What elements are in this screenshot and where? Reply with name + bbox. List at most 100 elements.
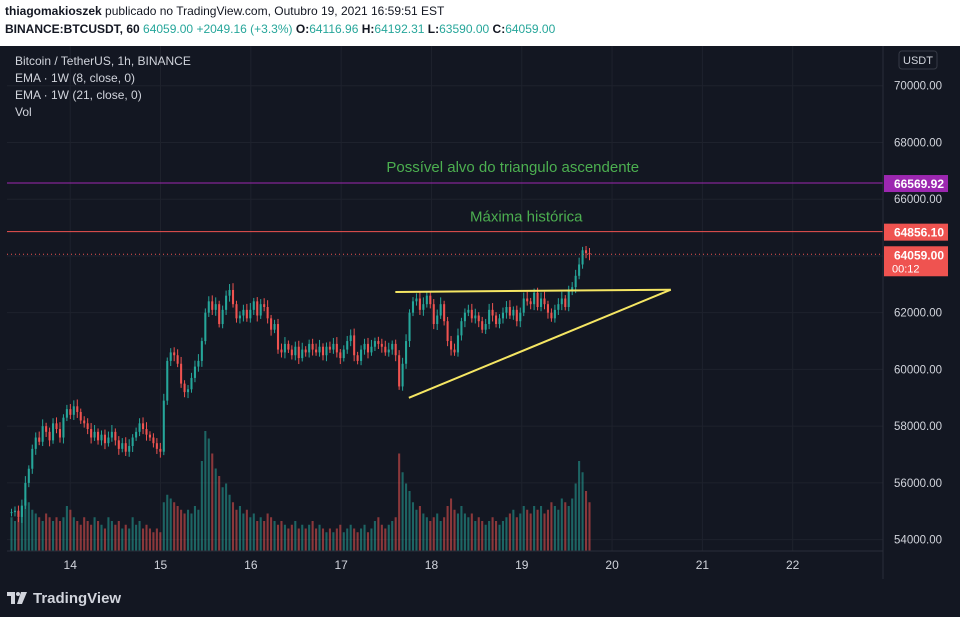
volume-bar — [533, 506, 536, 551]
candle-body — [124, 443, 127, 452]
volume-bar — [519, 513, 522, 551]
volume-bar — [584, 491, 588, 551]
volume-bar — [335, 528, 338, 551]
author-name[interactable]: thiagomakioszek — [5, 4, 102, 18]
volume-bar — [477, 517, 480, 551]
candle-body — [107, 437, 110, 444]
bar-countdown: 00:12 — [892, 263, 920, 275]
volume-bar — [238, 506, 241, 551]
candle-body — [311, 343, 314, 350]
volume-bar — [574, 483, 577, 551]
candle-body — [508, 307, 511, 316]
volume-bar — [266, 513, 269, 551]
volume-bar — [505, 517, 508, 551]
candle-body — [290, 349, 293, 356]
candle-body — [578, 264, 581, 276]
volume-bar — [342, 532, 345, 551]
candle-body — [72, 406, 75, 415]
volume-bar — [301, 524, 304, 551]
volume-bar — [553, 506, 556, 551]
time-tick-label: 22 — [786, 558, 800, 572]
candle-body — [401, 363, 404, 387]
candle-body — [370, 346, 373, 353]
candle-body — [162, 400, 165, 452]
volume-bar — [304, 528, 307, 551]
volume-bar — [159, 532, 162, 551]
legend-title[interactable]: Bitcoin / TetherUS, 1h, BINANCE — [15, 54, 191, 68]
candle-body — [384, 346, 387, 353]
volume-bar — [418, 506, 421, 551]
candle-body — [301, 349, 304, 359]
volume-bar — [495, 521, 498, 551]
volume-bar — [373, 521, 376, 551]
candle-body — [366, 343, 370, 353]
candle-body — [529, 301, 532, 305]
candle-body — [425, 295, 428, 305]
volume-bar — [567, 506, 570, 551]
price-tag — [884, 246, 948, 277]
candle-body — [83, 420, 86, 424]
candle-body — [422, 304, 425, 310]
candle-body — [526, 298, 529, 302]
candle-body — [183, 383, 186, 393]
candle-body — [263, 304, 266, 308]
candle-body — [200, 341, 203, 361]
candle-body — [339, 352, 342, 359]
volume-bar — [380, 524, 383, 551]
candle-body — [45, 426, 48, 432]
candle-body — [159, 448, 162, 452]
legend-ema-21[interactable]: EMA · 1W (21, close, 0) — [15, 88, 142, 102]
candle-body — [128, 446, 131, 452]
candle-body — [138, 423, 141, 432]
candle-body — [114, 431, 117, 441]
volume-bar — [290, 524, 293, 551]
price-chart[interactable]: Possível alvo do triangulo ascendente Máx… — [0, 46, 960, 580]
candle-body — [481, 321, 484, 330]
legend-volume[interactable]: Vol — [15, 105, 32, 119]
candle-body — [259, 304, 262, 316]
time-tick-label: 15 — [154, 558, 168, 572]
volume-bar — [183, 513, 186, 551]
volume-bar — [498, 524, 501, 551]
volume-bar — [325, 532, 328, 551]
volume-bar — [297, 528, 300, 551]
volume-bar — [10, 517, 13, 551]
candle-body — [252, 301, 255, 310]
candle-body — [97, 431, 100, 441]
candle-body — [543, 298, 546, 305]
candle-body — [273, 324, 276, 330]
candle-body — [135, 431, 138, 438]
volume-bar — [432, 517, 435, 551]
volume-bar — [318, 524, 321, 551]
last-price: 64059.00 — [143, 22, 194, 36]
volume-bar — [370, 528, 373, 551]
volume-bar — [512, 509, 515, 551]
volume-bar — [218, 476, 221, 551]
candle-body — [121, 443, 124, 449]
price-tick-label: 62000.00 — [894, 308, 942, 320]
candle-body — [377, 341, 380, 344]
legend-ema-8[interactable]: EMA · 1W (8, close, 0) — [15, 71, 136, 85]
time-tick-label: 18 — [425, 558, 439, 572]
volume-bar — [204, 431, 207, 551]
time-tick-label: 19 — [515, 558, 529, 572]
volume-bar — [308, 524, 311, 551]
candle-body — [297, 346, 300, 359]
volume-bar — [543, 513, 546, 551]
tradingview-logo[interactable]: TradingView — [7, 590, 121, 607]
volume-bar — [353, 528, 356, 551]
publication-info: publicado no TradingView.com, Outubro 19… — [105, 4, 445, 18]
publication-line: thiagomakioszek publicado no TradingView… — [5, 4, 444, 18]
volume-bar — [450, 498, 453, 551]
volume-bar — [176, 506, 179, 551]
volume-bar — [31, 509, 34, 551]
volume-bar — [283, 524, 286, 551]
volume-bar — [193, 506, 196, 551]
volume-bar — [578, 461, 581, 551]
candle-body — [332, 343, 335, 350]
volume-bar — [484, 524, 487, 551]
volume-bar — [384, 528, 387, 551]
volume-bar — [225, 483, 228, 551]
volume-bar — [76, 521, 79, 551]
candle-body — [218, 304, 221, 325]
